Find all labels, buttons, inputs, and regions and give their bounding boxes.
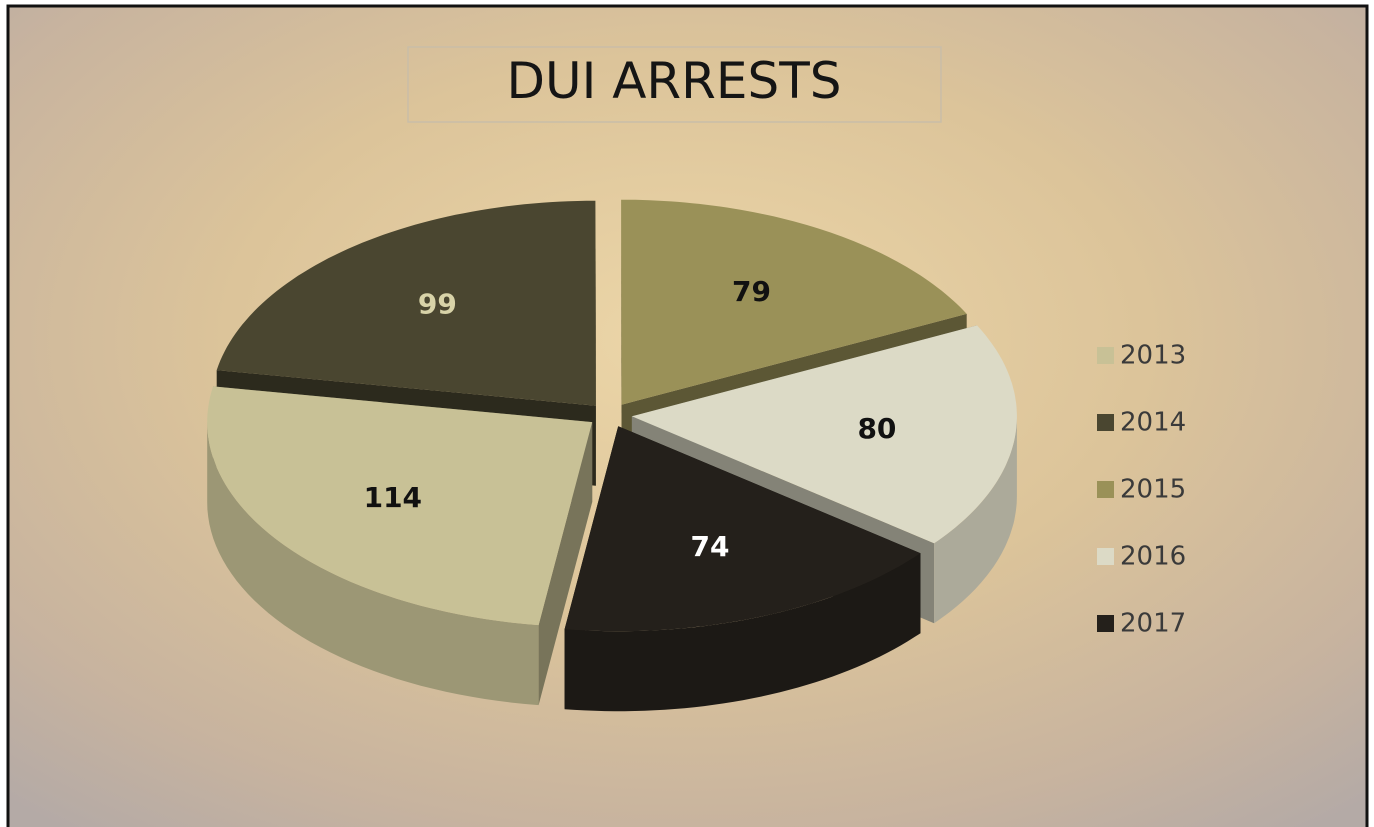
slice-side [207,422,539,706]
slice [216,200,596,406]
slice [564,426,921,632]
legend-swatch [1097,615,1114,632]
legend-swatch [1097,414,1114,431]
legend-swatch [1097,347,1114,364]
slice-side [934,416,1017,624]
chart-title: DUI ARRESTS [506,52,841,110]
slice-wall [621,199,622,485]
legend-label: 2013 [1120,341,1186,371]
data-label: 99 [418,287,457,320]
legend: 2013 2014 2015 2016 2017 [1097,341,1186,639]
title-box [407,46,942,123]
data-label: 114 [364,481,422,514]
legend-swatch [1097,481,1114,498]
legend-label: 2017 [1120,609,1186,639]
legend-label: 2016 [1120,542,1186,572]
legend-swatch [1097,548,1114,565]
slice [631,325,1017,544]
legend-label: 2015 [1120,475,1186,505]
slice [621,199,967,405]
pie: 114 99 79 80 74 [207,199,1017,712]
data-label: 79 [732,275,771,308]
data-label: 80 [857,412,896,445]
data-label: 74 [690,530,729,563]
legend-label: 2014 [1120,408,1186,438]
slice [207,386,593,626]
slice-side [564,553,921,712]
